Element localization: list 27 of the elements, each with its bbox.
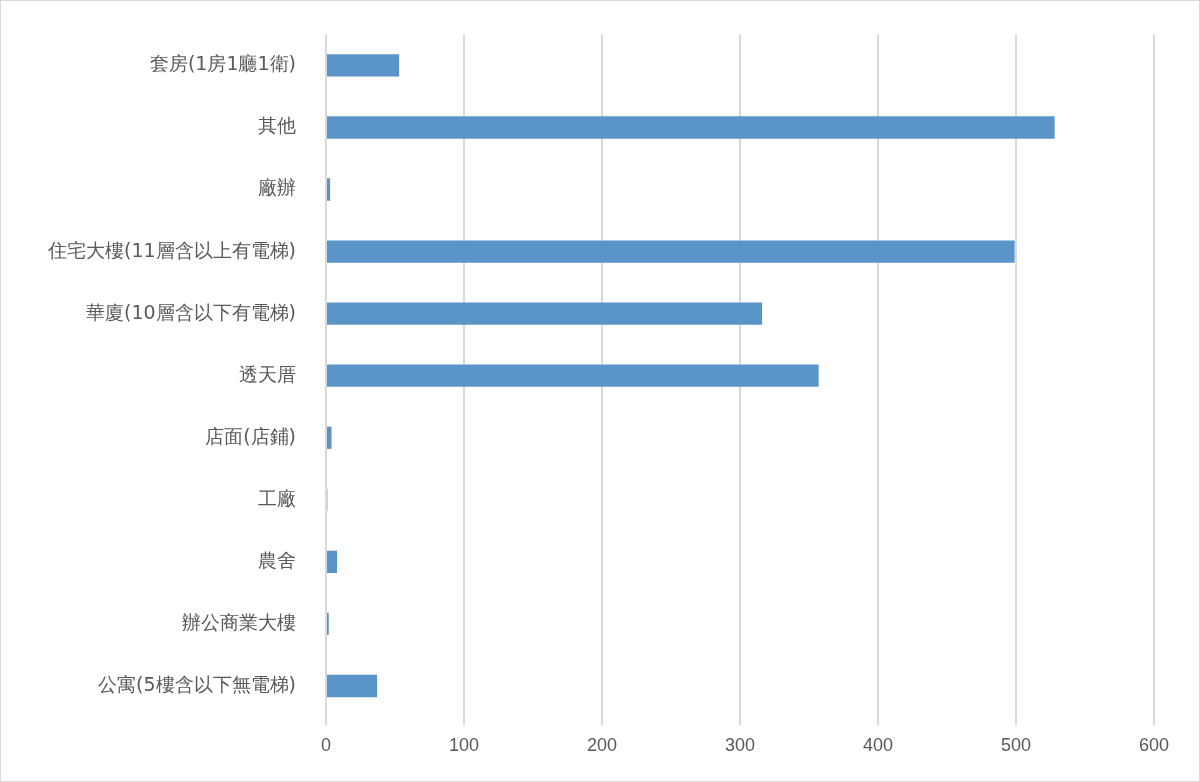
x-tick-label: 200 bbox=[586, 734, 618, 755]
y-tick-label: 農舍 bbox=[258, 548, 296, 571]
bar bbox=[327, 426, 332, 449]
x-tick-label: 100 bbox=[448, 734, 480, 755]
bar bbox=[327, 240, 1015, 263]
x-tick-label: 500 bbox=[1000, 734, 1032, 755]
y-tick-label: 其他 bbox=[258, 114, 296, 137]
y-tick-label: 透天厝 bbox=[239, 362, 296, 385]
y-tick-label: 華廈(10層含以下有電梯) bbox=[85, 300, 296, 323]
y-tick-label: 店面(店鋪) bbox=[205, 424, 296, 447]
y-tick-label: 住宅大樓(11層含以上有電梯) bbox=[46, 238, 296, 261]
bar bbox=[327, 364, 819, 387]
y-tick-label: 套房(1房1廳1衛) bbox=[149, 52, 296, 75]
x-tick-label: 300 bbox=[724, 734, 756, 755]
bar bbox=[327, 178, 331, 201]
bar bbox=[327, 302, 763, 325]
y-tick-label: 辦公商業大樓 bbox=[182, 610, 296, 633]
y-tick-label: 工廠 bbox=[258, 486, 296, 509]
x-tick-label: 400 bbox=[862, 734, 894, 755]
x-tick-label: 0 bbox=[320, 734, 332, 755]
bar bbox=[327, 116, 1055, 139]
bar bbox=[327, 550, 338, 574]
y-tick-label: 廠辦 bbox=[258, 176, 296, 199]
x-tick-label: 600 bbox=[1138, 734, 1170, 755]
y-tick-label: 公寓(5樓含以下無電梯) bbox=[98, 672, 296, 695]
bar bbox=[327, 674, 378, 698]
bar bbox=[327, 54, 400, 77]
